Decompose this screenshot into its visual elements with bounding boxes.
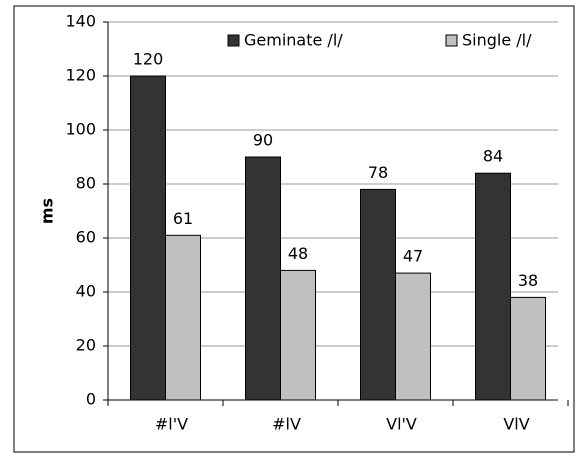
bar — [165, 234, 201, 401]
x-tick-label: #lV — [272, 415, 301, 434]
data-label: 61 — [173, 209, 193, 228]
y-tick-label: 140 — [65, 12, 96, 31]
bar — [130, 75, 166, 401]
data-label: 78 — [368, 163, 388, 182]
bar — [360, 188, 396, 401]
data-label: 48 — [288, 244, 308, 263]
y-tick-label: 80 — [76, 174, 96, 193]
chart-border — [13, 5, 575, 453]
y-axis-label: ms — [38, 198, 57, 224]
y-tick-label: 60 — [76, 228, 96, 247]
x-tick-label: Vl'V — [386, 415, 417, 434]
x-tick-label: VlV — [503, 415, 529, 434]
data-label: 47 — [403, 247, 423, 266]
y-tick-label: 20 — [76, 336, 96, 355]
data-label: 84 — [483, 147, 503, 166]
legend-label: Geminate /l/ — [244, 31, 343, 50]
legend-label: Single /l/ — [462, 31, 532, 50]
y-tick-label: 100 — [65, 120, 96, 139]
bar — [245, 156, 281, 401]
y-tick-label: 0 — [86, 390, 96, 409]
data-label: 90 — [253, 131, 273, 150]
bar — [280, 269, 316, 401]
x-tick-label: #l'V — [155, 415, 188, 434]
data-label: 38 — [518, 271, 538, 290]
bar — [395, 272, 431, 401]
legend-swatch — [445, 34, 458, 47]
y-tick-label: 40 — [76, 282, 96, 301]
data-label: 120 — [133, 50, 164, 69]
y-tick-label: 120 — [65, 66, 96, 85]
legend-swatch — [227, 34, 240, 47]
bar — [510, 296, 546, 401]
bar — [475, 172, 511, 401]
